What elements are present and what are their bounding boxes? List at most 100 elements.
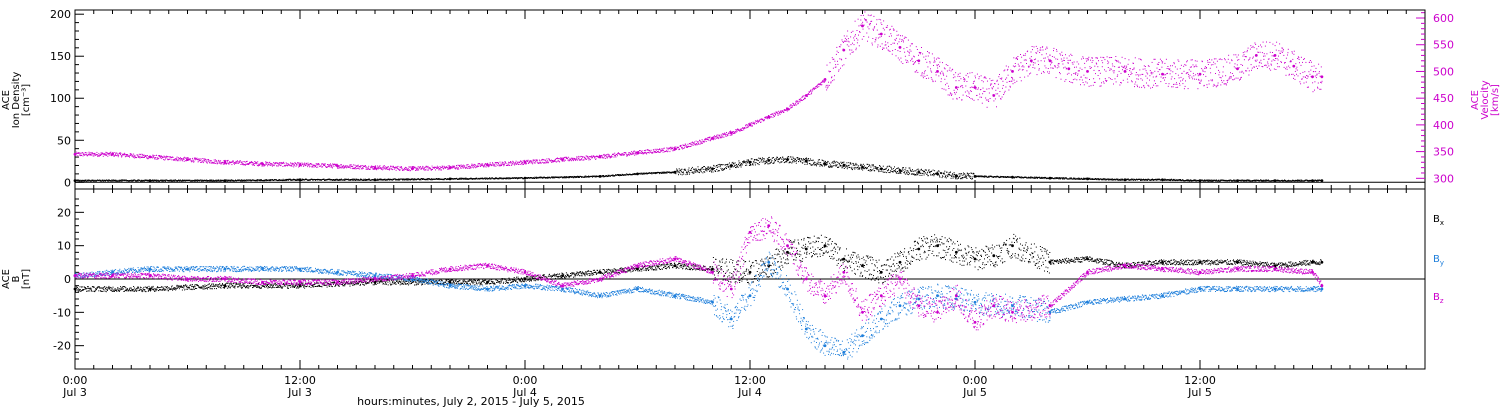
velocity-series-sample xyxy=(778,113,780,114)
density-series-sample xyxy=(315,179,316,181)
velocity-series-sample xyxy=(103,153,105,155)
velocity-series-sample xyxy=(544,162,546,164)
velocity-series-sample xyxy=(1019,76,1021,78)
velocity-series-sample xyxy=(1197,75,1199,77)
velocity-series-sample xyxy=(101,153,103,155)
velocity-series-sample xyxy=(1114,78,1116,80)
velocity-series-sample xyxy=(1081,79,1083,81)
velocity-series-sample xyxy=(838,70,840,72)
velocity-series-sample xyxy=(1171,76,1173,78)
velocity-series-sample xyxy=(344,165,346,167)
velocity-series-sample xyxy=(482,163,484,165)
velocity-series-sample xyxy=(131,153,133,155)
velocity-series-sample xyxy=(131,155,133,157)
velocity-series-sample xyxy=(746,127,748,129)
velocity-series-sample xyxy=(166,157,168,159)
velocity-series-sample xyxy=(1040,60,1042,62)
density-series-sample xyxy=(363,178,365,180)
velocity-series-sample xyxy=(1165,83,1167,84)
density-series-sample xyxy=(243,179,245,181)
velocity-series-sample xyxy=(624,154,625,156)
velocity-series-sample xyxy=(715,136,717,137)
velocity-series-sample xyxy=(489,163,491,165)
velocity-series-sample xyxy=(250,162,252,163)
velocity-series-sample xyxy=(1090,59,1092,61)
density-series-sample xyxy=(290,179,292,181)
velocity-series-sample xyxy=(434,166,436,168)
velocity-series-sample xyxy=(679,145,681,146)
velocity-series-sample xyxy=(836,50,838,52)
velocity-series-sample xyxy=(891,35,892,37)
velocity-series-sample xyxy=(360,165,362,167)
velocity-series-sample xyxy=(536,159,538,161)
velocity-series-sample xyxy=(802,95,804,97)
velocity-series-sample xyxy=(1298,57,1300,59)
velocity-series-sample xyxy=(875,39,877,41)
velocity-series-sample xyxy=(300,163,302,165)
velocity-series-sample xyxy=(518,163,520,165)
density-series-sample xyxy=(160,179,162,181)
velocity-series-sample xyxy=(140,156,142,158)
density-series-sample xyxy=(502,177,504,179)
velocity-series-sample xyxy=(456,167,458,169)
velocity-series-sample xyxy=(1168,68,1170,70)
velocity-series-sample xyxy=(1102,56,1104,58)
density-series-sample xyxy=(83,180,85,181)
velocity-series-sample xyxy=(388,168,390,170)
density-series-sample xyxy=(249,179,251,181)
velocity-series-sample xyxy=(825,86,827,88)
velocity-series-sample xyxy=(268,163,270,165)
density-series-sample xyxy=(312,178,313,180)
velocity-series-sample xyxy=(777,112,778,114)
velocity-series-sample xyxy=(1162,61,1164,63)
velocity-series-sample xyxy=(987,80,988,82)
velocity-series-sample xyxy=(997,83,999,85)
velocity-series-sample xyxy=(417,169,419,170)
velocity-series-sample xyxy=(701,142,703,144)
velocity-series-sample xyxy=(695,143,697,145)
velocity-series-sample xyxy=(113,155,115,157)
velocity-series-sample xyxy=(841,65,843,67)
density-series-sample xyxy=(134,179,136,181)
velocity-series-sample xyxy=(892,42,894,44)
velocity-series-sample xyxy=(1214,63,1216,65)
velocity-series-sample xyxy=(1024,76,1026,78)
velocity-series-sample xyxy=(487,164,489,166)
velocity-series-sample xyxy=(1079,79,1081,81)
velocity-series-sample xyxy=(116,155,118,157)
velocity-series-sample xyxy=(1047,56,1049,58)
density-series-sample xyxy=(168,180,170,182)
velocity-series-sample xyxy=(1132,69,1134,71)
density-series-sample xyxy=(436,178,438,179)
velocity-series-sample xyxy=(1188,76,1190,78)
velocity-series-sample xyxy=(1130,71,1132,73)
density-series-sample xyxy=(523,178,525,180)
density-series-sample xyxy=(540,176,542,178)
density-series-sample xyxy=(378,179,379,181)
density-series-sample xyxy=(565,176,567,178)
velocity-series-sample xyxy=(646,153,648,155)
velocity-series-sample xyxy=(358,166,360,167)
velocity-series-sample xyxy=(82,155,84,157)
density-series-sample xyxy=(210,180,211,182)
velocity-series-sample xyxy=(499,164,501,166)
velocity-series-sample xyxy=(794,104,796,106)
velocity-series-sample xyxy=(76,151,78,153)
velocity-series-sample xyxy=(304,162,306,164)
velocity-series-sample xyxy=(1188,74,1189,76)
velocity-series-sample xyxy=(269,161,271,163)
velocity-series-sample xyxy=(794,103,796,105)
velocity-series-sample xyxy=(412,167,414,168)
velocity-series-sample xyxy=(943,88,945,90)
velocity-series-sample xyxy=(769,117,771,118)
velocity-series-sample xyxy=(708,137,709,139)
velocity-series-sample xyxy=(1047,71,1048,73)
velocity-series-sample xyxy=(684,147,685,149)
velocity-series-sample xyxy=(1253,66,1255,68)
velocity-series-sample xyxy=(875,37,877,39)
velocity-series-sample xyxy=(956,97,958,99)
velocity-series-sample xyxy=(769,117,771,119)
velocity-series-sample xyxy=(915,61,916,63)
velocity-series-sample xyxy=(802,96,804,98)
velocity-series-sample xyxy=(1194,60,1196,62)
